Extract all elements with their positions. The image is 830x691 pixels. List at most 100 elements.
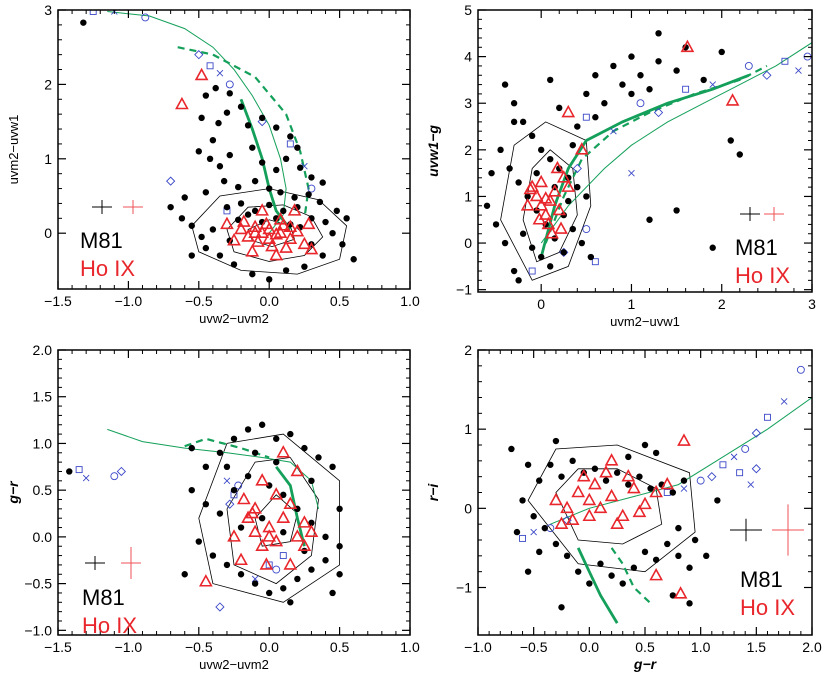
m81-point bbox=[308, 519, 315, 527]
m81-point bbox=[655, 58, 662, 65]
hoix-point bbox=[283, 557, 298, 570]
m81-point bbox=[625, 453, 632, 461]
model-circle-marker bbox=[741, 445, 750, 453]
m81-point bbox=[244, 472, 252, 480]
m81-point bbox=[287, 430, 294, 438]
panel-4: −1.0 −0.5 0.0 0.5 1.0 1.5 2.0 −1 0 1 2 g−r r−i M81 Ho … bbox=[425, 342, 822, 672]
model-cross-marker bbox=[223, 477, 231, 485]
hoix-point bbox=[245, 505, 260, 519]
m81-point bbox=[578, 239, 586, 247]
model-cross-marker bbox=[82, 474, 90, 482]
m81-point bbox=[301, 263, 308, 270]
hoix-point bbox=[638, 496, 652, 510]
plot-area bbox=[483, 30, 812, 284]
m81-point bbox=[703, 552, 710, 560]
hoix-point bbox=[582, 508, 597, 522]
x-axis-label: g−r bbox=[633, 656, 658, 672]
m81-point bbox=[188, 252, 195, 259]
m81-point bbox=[592, 72, 599, 79]
m81-error-cross bbox=[85, 556, 105, 570]
y-tick-label: 0 bbox=[464, 235, 472, 251]
hoix-point bbox=[520, 198, 535, 211]
m81-point bbox=[223, 203, 231, 211]
m81-point bbox=[206, 155, 214, 162]
m81-point bbox=[519, 230, 527, 237]
m81-point bbox=[287, 599, 294, 606]
model-cross-marker bbox=[530, 528, 537, 536]
m81-point bbox=[237, 524, 245, 531]
m81-point bbox=[198, 114, 205, 122]
m81-point bbox=[488, 169, 495, 177]
m81-point bbox=[510, 100, 518, 107]
y-tick-label: 3 bbox=[464, 95, 472, 111]
model-cross-marker bbox=[730, 453, 738, 461]
m81-point bbox=[537, 146, 545, 154]
x-tick-label: 0 bbox=[537, 296, 545, 312]
m81-point bbox=[343, 215, 350, 222]
hoix-point bbox=[554, 221, 568, 234]
model-diamond-marker bbox=[751, 428, 761, 438]
m81-point bbox=[547, 461, 554, 468]
x-axis-label: uvw2−uvm2 bbox=[199, 657, 269, 672]
m81-point bbox=[587, 253, 595, 261]
m81-point bbox=[513, 528, 521, 536]
m81-point bbox=[282, 267, 290, 274]
hoix-point bbox=[255, 538, 270, 552]
hoix-point bbox=[725, 93, 740, 106]
hoix-point bbox=[621, 469, 636, 482]
m81-point bbox=[209, 226, 217, 233]
y-axis-label: uvm2−uvw1 bbox=[6, 115, 21, 185]
m81-point bbox=[652, 449, 660, 457]
m81-point bbox=[718, 48, 725, 56]
hoix-point bbox=[297, 538, 312, 552]
model-square-marker bbox=[582, 113, 590, 121]
m81-point bbox=[244, 211, 252, 218]
x-tick-label: 2 bbox=[718, 296, 726, 312]
m81-point bbox=[266, 201, 273, 209]
m81-point bbox=[641, 441, 649, 449]
m81-point bbox=[613, 469, 621, 476]
m81-point bbox=[558, 473, 565, 480]
m81-point bbox=[569, 225, 576, 233]
m81-point bbox=[178, 215, 186, 222]
m81-point bbox=[601, 100, 608, 107]
m81-point bbox=[223, 109, 231, 116]
m81-point bbox=[673, 207, 680, 214]
panel-2: 0 1 2 3 −1 0 1 2 3 4 5 uvm2−uvw1 uvw1−g M81 Ho IX bbox=[425, 2, 816, 329]
m81-point bbox=[251, 207, 259, 215]
model-square-marker bbox=[682, 85, 690, 93]
y-tick-label: 3 bbox=[44, 2, 52, 18]
y-tick-label: 0.0 bbox=[33, 529, 53, 545]
model-square-marker bbox=[764, 413, 771, 421]
m81-point bbox=[625, 481, 632, 488]
m81-point bbox=[308, 566, 315, 573]
hoix-point bbox=[534, 198, 549, 211]
hoix-point bbox=[554, 516, 569, 529]
m81-point bbox=[305, 191, 312, 198]
m81-point bbox=[195, 148, 202, 155]
m81-point bbox=[602, 477, 610, 484]
x-tick-label: 3 bbox=[808, 296, 816, 312]
m81-point bbox=[556, 104, 563, 112]
m81-point bbox=[226, 90, 233, 97]
m81-point bbox=[235, 183, 242, 191]
model-circle-marker bbox=[796, 365, 805, 374]
m81-point bbox=[563, 552, 571, 560]
hoix-point bbox=[290, 463, 305, 477]
m81-point bbox=[237, 200, 245, 207]
x-tick-label: −0.5 bbox=[185, 639, 213, 655]
density-contour bbox=[500, 121, 592, 281]
m81-point bbox=[628, 90, 635, 98]
x-tick-label: 0.0 bbox=[259, 293, 279, 309]
model-square-marker bbox=[89, 10, 97, 15]
hoix-point bbox=[251, 234, 265, 247]
hoix-point bbox=[269, 227, 284, 240]
legend-hoix: Ho IX bbox=[735, 263, 790, 288]
panel-1: −1.5 −1.0 −0.5 0.0 0.5 1.0 0 1 2 3 uvw2−uvm2 uvm2−u… bbox=[6, 2, 420, 326]
model-track-thin bbox=[550, 397, 812, 525]
hoix-point bbox=[273, 225, 288, 238]
density-contour bbox=[226, 204, 324, 262]
hoix-point bbox=[227, 232, 241, 246]
model-track-thin bbox=[107, 11, 287, 234]
